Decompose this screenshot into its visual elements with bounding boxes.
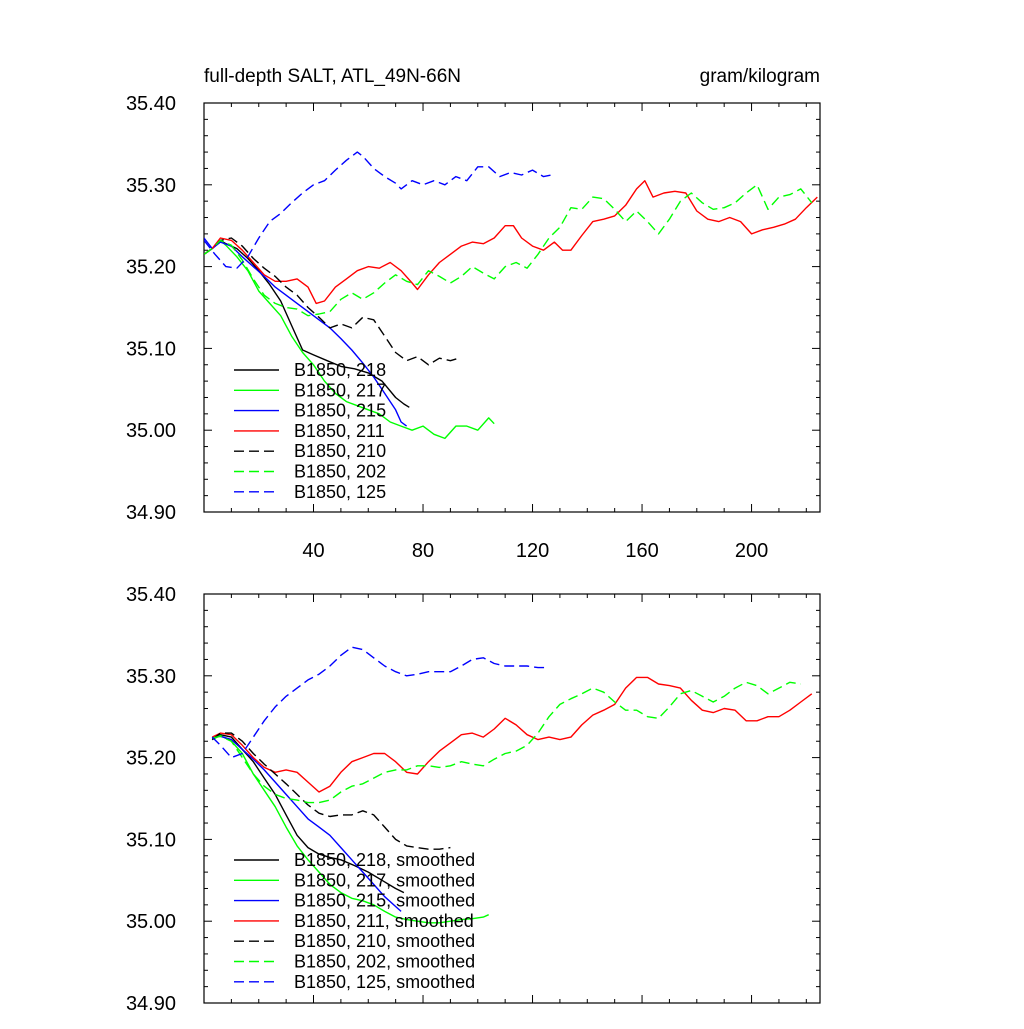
series-line	[204, 239, 495, 440]
legend-label: B1850, 217, smoothed	[294, 870, 475, 890]
legend-label: B1850, 218	[294, 360, 386, 380]
legend-label: B1850, 202, smoothed	[294, 952, 475, 972]
series-line	[212, 735, 402, 912]
legend-label: B1850, 125	[294, 482, 386, 502]
y-tick-label: 35.20	[126, 257, 176, 279]
y-tick-label: 35.10	[126, 829, 176, 851]
legend-label: B1850, 210	[294, 441, 386, 461]
y-tick-label: 35.00	[126, 420, 176, 442]
legend-label: B1850, 202	[294, 462, 386, 482]
legend-label: B1850, 125, smoothed	[294, 972, 475, 992]
series-line	[211, 676, 813, 793]
series-line	[211, 734, 489, 924]
legend-label: B1850, 210, smoothed	[294, 931, 475, 951]
bottom-panel: 34.90 35.00 35.10 35.20 35.30 35.40 B1850, 218…	[126, 584, 821, 1015]
top-panel: 34.90 35.00 35.10 35.20 35.30 35.40 40 80 120 160…	[126, 66, 821, 562]
x-tick-label: 160	[625, 540, 658, 562]
x-tick-label: 200	[735, 540, 768, 562]
legend-label: B1850, 218, smoothed	[294, 850, 475, 870]
y-tick-label: 35.20	[126, 748, 176, 770]
legend-label: B1850, 215	[294, 401, 386, 421]
y-tick-label: 35.10	[126, 338, 176, 360]
y-tick-label: 34.90	[126, 993, 176, 1015]
series-line	[212, 681, 801, 804]
x-tick-label: 40	[302, 540, 324, 562]
y-tick-label: 35.30	[126, 666, 176, 688]
chart-title: full-depth SALT, ATL_49N-66N	[204, 66, 461, 87]
legend-label: B1850, 211, smoothed	[294, 911, 474, 931]
series-line	[204, 151, 552, 269]
units-label: gram/kilogram	[700, 66, 820, 87]
y-tick-label: 35.40	[126, 93, 176, 115]
legend-label: B1850, 211	[294, 421, 385, 441]
plot-frame	[203, 102, 821, 513]
y-tick-label: 34.90	[126, 502, 176, 524]
plot-frame	[203, 593, 821, 1004]
legend-label: B1850, 215, smoothed	[294, 891, 475, 911]
y-tick-label: 35.40	[126, 584, 176, 606]
series-line	[211, 646, 547, 759]
series-line	[204, 180, 818, 305]
legend-label: B1850, 217	[294, 380, 386, 400]
x-tick-label: 80	[412, 540, 434, 562]
y-tick-label: 35.00	[126, 911, 176, 933]
series-line	[204, 184, 813, 317]
series-line	[211, 732, 451, 850]
y-tick-label: 35.30	[126, 175, 176, 197]
series-line	[204, 237, 459, 366]
x-tick-label: 120	[516, 540, 549, 562]
